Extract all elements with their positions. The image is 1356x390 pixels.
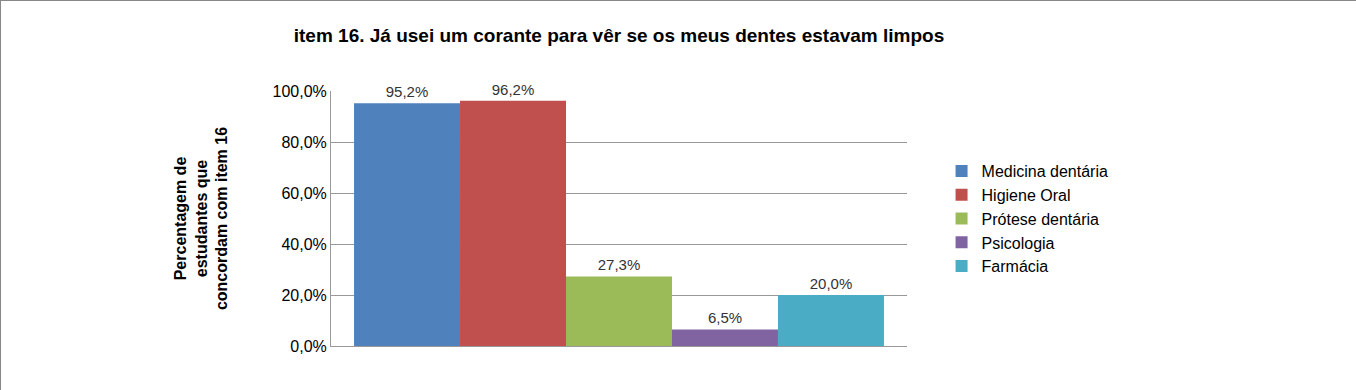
svg-text:96,2%: 96,2%: [492, 81, 535, 98]
svg-text:item 16. Já usei um corante pa: item 16. Já usei um corante para vêr se …: [294, 25, 945, 46]
svg-text:Farmácia: Farmácia: [982, 258, 1049, 275]
svg-text:Percentagem deestudantes queco: Percentagem deestudantes queconcordam co…: [172, 127, 231, 310]
svg-text:20,0%: 20,0%: [810, 275, 853, 292]
svg-text:40,0%: 40,0%: [281, 236, 326, 253]
svg-text:Medicina dentária: Medicina dentária: [982, 163, 1108, 180]
svg-text:95,2%: 95,2%: [386, 83, 429, 100]
svg-text:27,3%: 27,3%: [598, 256, 641, 273]
svg-text:6,5%: 6,5%: [708, 309, 742, 326]
svg-text:Psicologia: Psicologia: [982, 235, 1055, 252]
svg-text:20,0%: 20,0%: [281, 287, 326, 304]
svg-text:60,0%: 60,0%: [281, 185, 326, 202]
svg-text:Higiene Oral: Higiene Oral: [982, 187, 1071, 204]
svg-text:100,0%: 100,0%: [273, 83, 327, 100]
svg-text:80,0%: 80,0%: [281, 134, 326, 151]
svg-text:0,0%: 0,0%: [290, 338, 326, 355]
svg-text:Prótese dentária: Prótese dentária: [982, 211, 1100, 228]
